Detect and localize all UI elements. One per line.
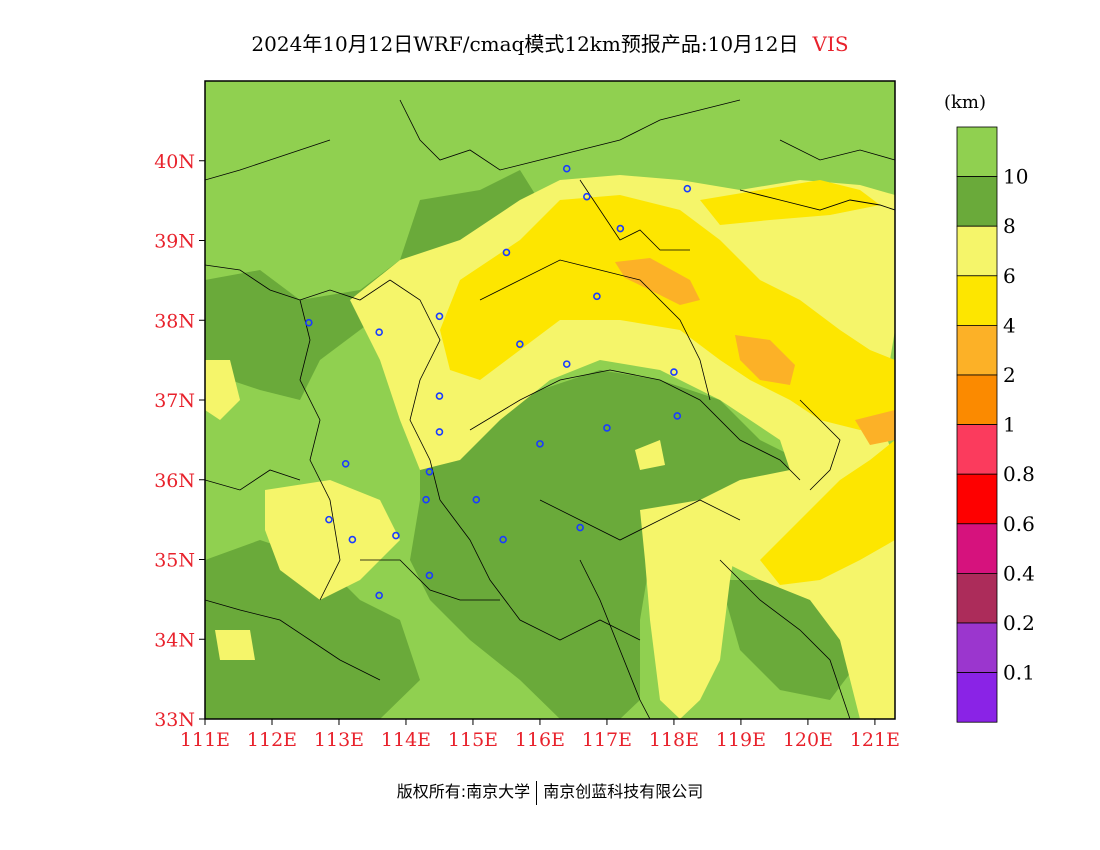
legend-label: 0.8 xyxy=(1003,462,1035,486)
city-marker xyxy=(472,495,481,504)
legend-label: 2 xyxy=(1003,363,1016,387)
city-marker xyxy=(325,515,333,524)
legend-label: 6 xyxy=(1003,264,1016,288)
city-marker xyxy=(536,440,544,448)
city-marker xyxy=(435,392,444,400)
footer-separator xyxy=(536,780,538,805)
region-orange-2 xyxy=(735,335,795,385)
footer-right: 南京创蓝科技有限公司 xyxy=(543,782,704,801)
city-marker xyxy=(392,531,400,540)
x-tick-label: 111E xyxy=(180,729,230,751)
city-marker xyxy=(425,571,434,580)
x-tick-label: 118E xyxy=(649,729,699,751)
legend-swatch xyxy=(956,424,998,475)
x-tick-label: 119E xyxy=(716,729,766,751)
copyright-footer: 版权所有:南京大学 南京创蓝科技有限公司 xyxy=(0,778,1100,805)
y-tick-label: 33N xyxy=(154,709,195,731)
y-tick-label: 39N xyxy=(154,231,195,253)
legend-label: 8 xyxy=(1003,214,1016,238)
city-marker xyxy=(683,184,692,193)
city-marker xyxy=(341,459,350,468)
x-tick-label: 116E xyxy=(515,729,565,751)
x-tick-label: 113E xyxy=(314,729,364,751)
footer-left: 版权所有:南京大学 xyxy=(396,782,531,801)
city-marker xyxy=(616,224,625,233)
city-marker xyxy=(348,535,357,544)
city-marker xyxy=(435,312,444,321)
region-light-yellow-6 xyxy=(205,360,240,420)
region-light-yellow-3 xyxy=(640,500,740,719)
city-marker xyxy=(673,412,682,420)
city-marker xyxy=(562,164,571,173)
x-tick-label: 115E xyxy=(448,729,498,751)
x-tick-label: 117E xyxy=(582,729,632,751)
city-marker xyxy=(516,340,524,348)
region-orange-3 xyxy=(855,410,895,445)
legend-label: 0.1 xyxy=(1003,661,1035,685)
legend-label: 1 xyxy=(1003,413,1016,437)
legend-label: 0.4 xyxy=(1003,561,1035,585)
region-yellow-3 xyxy=(760,440,895,585)
legend-label: 10 xyxy=(1003,165,1028,189)
city-marker xyxy=(502,248,511,257)
city-marker xyxy=(305,318,313,327)
region-light-yellow-2 xyxy=(265,480,400,600)
legend-swatch xyxy=(956,275,998,326)
city-marker xyxy=(422,495,430,504)
y-tick-label: 36N xyxy=(154,470,195,492)
city-marker xyxy=(499,535,507,544)
legend-swatch xyxy=(956,176,998,227)
legend-label: 0.6 xyxy=(1003,512,1035,536)
legend-swatch xyxy=(956,225,998,277)
city-marker xyxy=(425,467,434,476)
x-tick-label: 121E xyxy=(850,729,900,751)
y-axis: 33N 34N 35N 36N 37N 38N 39N 40N xyxy=(154,151,205,731)
region-orange-1 xyxy=(615,258,700,305)
legend-swatch xyxy=(956,473,998,525)
legend-label: 0.2 xyxy=(1003,611,1035,635)
city-markers xyxy=(305,164,692,600)
region-light-yellow-5 xyxy=(635,440,665,470)
x-tick-label: 114E xyxy=(381,729,431,751)
y-tick-label: 34N xyxy=(154,629,195,651)
city-marker xyxy=(375,328,383,337)
visibility-field xyxy=(205,81,895,719)
city-marker xyxy=(562,360,571,368)
legend-swatch xyxy=(956,324,998,376)
x-tick-label: 120E xyxy=(783,729,833,751)
legend-swatch xyxy=(956,374,998,425)
x-tick-label: 112E xyxy=(247,729,297,751)
legend-swatch xyxy=(956,622,998,673)
title-variable: VIS xyxy=(812,32,849,56)
map-title: 2024年10月12日WRF/cmaq模式12km预报产品:10月12日 VIS xyxy=(0,28,1100,57)
region-dark-green-2 xyxy=(410,370,800,719)
coastline xyxy=(739,189,895,211)
color-legend: (km) 10 8 6 4 2 1 0.8 0.6 0.4 0.2 0.1 xyxy=(944,92,1035,723)
y-tick-label: 37N xyxy=(154,390,195,412)
legend-swatch xyxy=(956,126,998,177)
region-light-yellow-4 xyxy=(215,630,255,660)
legend-unit: (km) xyxy=(944,92,986,113)
legend-label: 4 xyxy=(1003,313,1016,337)
y-tick-label: 35N xyxy=(154,550,195,572)
region-dark-green-3 xyxy=(205,540,420,719)
city-marker xyxy=(583,192,591,201)
y-tick-label: 40N xyxy=(154,151,195,173)
legend-swatch xyxy=(956,573,998,624)
city-marker xyxy=(375,591,383,600)
y-tick-label: 38N xyxy=(154,310,195,332)
city-marker xyxy=(435,428,444,436)
legend-swatch xyxy=(956,523,998,574)
admin-boundaries xyxy=(205,99,895,719)
city-marker xyxy=(576,523,584,532)
title-main: 2024年10月12日WRF/cmaq模式12km预报产品:10月12日 xyxy=(251,32,799,56)
city-marker xyxy=(593,292,601,301)
x-axis: 111E 112E 113E 114E 115E 116E 117E 118E 119E 120E… xyxy=(180,719,900,751)
legend-swatch xyxy=(956,672,998,723)
city-marker xyxy=(603,424,611,432)
city-marker xyxy=(670,368,678,376)
